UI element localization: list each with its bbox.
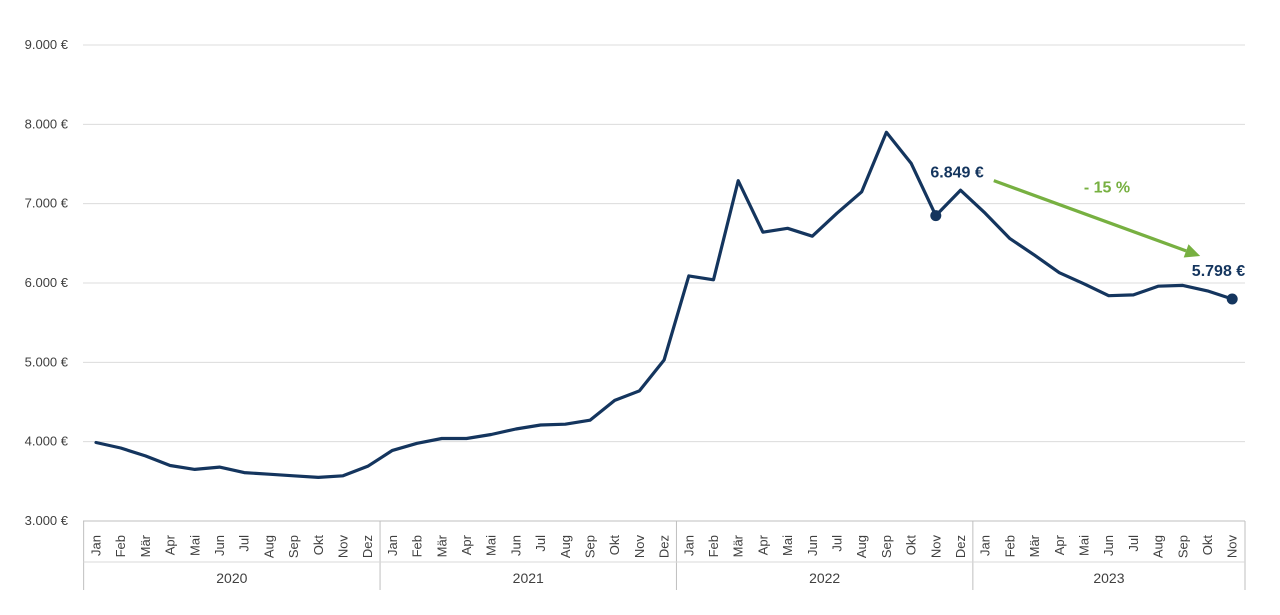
x-tick-label: Okt (311, 535, 326, 556)
gridlines (83, 44, 1245, 522)
x-tick-label: Mai (484, 535, 499, 556)
x-tick-label: Jul (237, 535, 252, 552)
x-tick-label: Mär (434, 534, 449, 557)
x-tick-label: Jan (89, 535, 104, 556)
x-tick-label: Apr (459, 534, 474, 555)
x-tick-label: Sep (1175, 535, 1190, 558)
y-tick-label: 9.000 € (25, 37, 69, 52)
year-label: 2023 (1093, 570, 1124, 586)
trend-arrow-shaft (993, 179, 1187, 253)
x-tick-label: Apr (1052, 534, 1067, 555)
x-tick-label: Sep (583, 535, 598, 558)
start-value-label: 6.849 € (930, 165, 983, 182)
x-tick-label: Okt (1200, 535, 1215, 556)
x-tick-label: Jun (1101, 535, 1116, 556)
x-tick-label: Jun (508, 535, 523, 556)
x-tick-label: Dez (657, 535, 672, 558)
x-tick-label: Aug (1151, 535, 1166, 558)
x-tick-label: Okt (607, 535, 622, 556)
x-tick-label: Jul (830, 535, 845, 552)
end-value-label: 5.798 € (1192, 263, 1245, 280)
x-tick-label: Sep (286, 535, 301, 558)
year-label: 2020 (216, 570, 247, 586)
x-tick-label: Aug (854, 535, 869, 558)
x-tick-label: Feb (410, 535, 425, 557)
x-tick-label: Mär (1027, 534, 1042, 557)
x-tick-label: Dez (953, 535, 968, 558)
x-tick-label: Jun (212, 535, 227, 556)
x-tick-label: Jun (805, 535, 820, 556)
start-marker-point (930, 210, 942, 222)
y-tick-label: 5.000 € (25, 354, 69, 369)
x-tick-label: Feb (706, 535, 721, 557)
x-tick-label: Jan (385, 535, 400, 556)
x-tick-label: Sep (879, 535, 894, 558)
annotations: 6.849 € 5.798 € - 15 % (930, 165, 1245, 305)
y-tick-label: 6.000 € (25, 275, 69, 290)
price-series-line (94, 130, 1234, 479)
x-axis: Jan Feb Mär Apr Mai Jun Jul Aug Sep Okt Nov Dez 2020… (83, 521, 1246, 590)
x-tick-label: Feb (113, 535, 128, 557)
percent-change-label: - 15 % (1084, 179, 1130, 196)
y-axis-ticks: 3.000 € 4.000 € 5.000 € 6.000 € 7.000 € 8.000… (25, 37, 69, 528)
x-tick-label: Mai (187, 535, 202, 556)
x-tick-label: Nov (1225, 535, 1240, 559)
x-tick-label: Nov (336, 535, 351, 559)
x-tick-label: Okt (904, 535, 919, 556)
year-label: 2022 (809, 570, 840, 586)
trend-arrow-icon (1183, 244, 1201, 258)
x-tick-label: Dez (360, 535, 375, 558)
y-tick-label: 7.000 € (25, 196, 69, 211)
x-tick-label: Aug (261, 535, 276, 558)
x-tick-label: Nov (632, 535, 647, 559)
series-layer (94, 130, 1234, 479)
x-tick-label: Nov (928, 535, 943, 559)
x-tick-label: Jul (533, 535, 548, 552)
x-tick-label: Mai (780, 535, 795, 556)
y-tick-label: 8.000 € (25, 116, 69, 131)
x-tick-label: Mai (1077, 535, 1092, 556)
x-tick-label: Jan (681, 535, 696, 556)
y-tick-label: 3.000 € (25, 513, 69, 528)
year-label: 2021 (513, 570, 544, 586)
x-tick-label: Jul (1126, 535, 1141, 552)
x-tick-label: Mär (138, 534, 153, 557)
x-tick-label: Apr (163, 534, 178, 555)
x-tick-label: Jan (978, 535, 993, 556)
end-marker-point (1226, 293, 1238, 305)
x-tick-label: Mär (731, 534, 746, 557)
y-tick-label: 4.000 € (25, 434, 69, 449)
x-tick-label: Apr (755, 534, 770, 555)
x-tick-label: Aug (558, 535, 573, 558)
x-tick-label: Feb (1002, 535, 1017, 557)
